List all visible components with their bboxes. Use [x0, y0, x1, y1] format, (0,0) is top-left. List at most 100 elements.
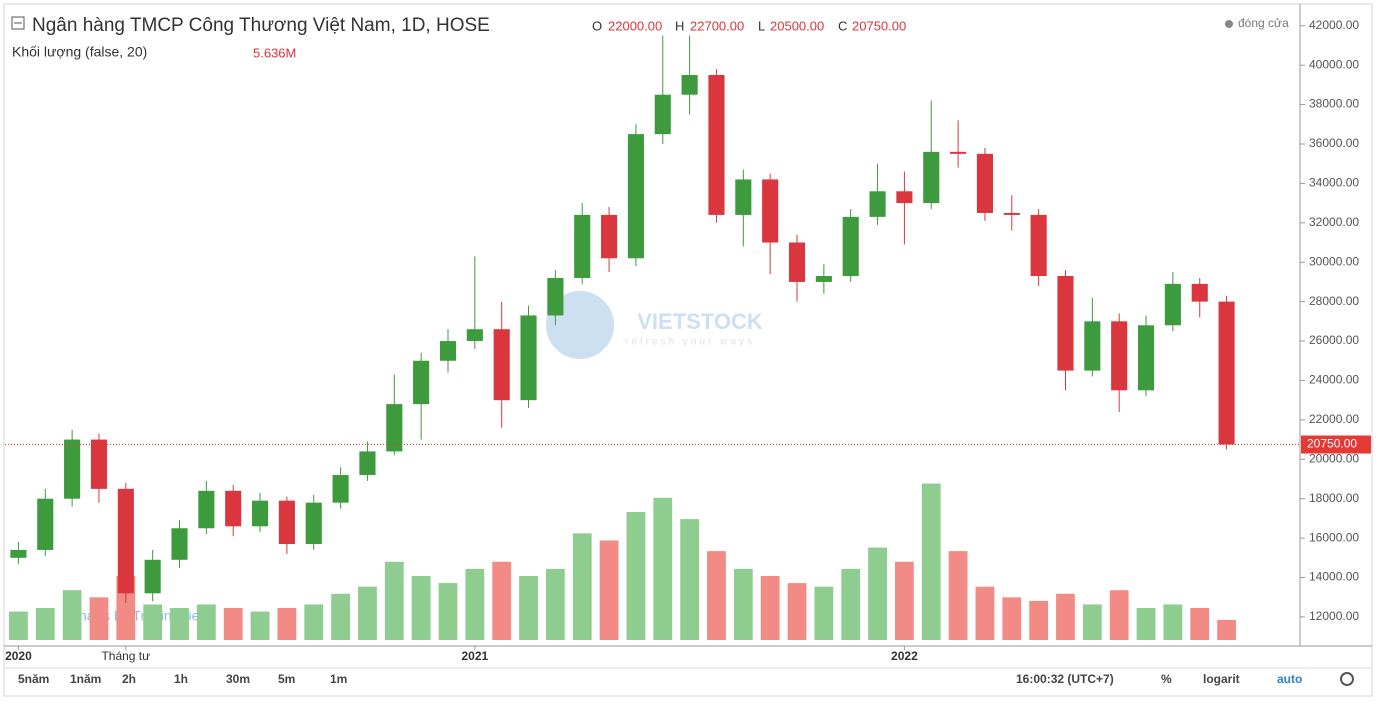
volume-bar — [1217, 619, 1236, 640]
x-tick-label: 2021 — [461, 649, 488, 663]
range-button[interactable]: 30m — [226, 672, 250, 686]
volume-bar — [331, 593, 350, 640]
candle-body — [950, 151, 967, 154]
volume-bar — [921, 483, 941, 640]
candle-body — [788, 242, 806, 282]
y-tick-label: 12000.00 — [1309, 609, 1359, 623]
settings-button[interactable] — [1340, 672, 1354, 686]
candle-body — [225, 490, 242, 527]
candle-body — [413, 360, 430, 405]
candle-body — [171, 528, 188, 560]
h-label: H — [675, 18, 684, 33]
volume-bar — [304, 604, 324, 640]
o-label: O — [592, 18, 602, 33]
legend: đóng cửa — [1238, 16, 1289, 30]
range-button[interactable]: 5m — [278, 672, 295, 686]
y-tick-label: 30000.00 — [1309, 254, 1359, 268]
x-tick-label: Tháng tư — [101, 649, 150, 663]
candle-body — [762, 179, 779, 243]
symbol-title: Ngân hàng TMCP Công Thương Việt Nam, 1D,… — [32, 15, 490, 36]
volume-bar — [1190, 608, 1210, 640]
candle-body — [1218, 301, 1235, 445]
volume-bar — [1056, 593, 1075, 640]
candle-body — [144, 559, 161, 594]
volume-title: Khối lượng (false, 20) — [12, 44, 147, 60]
candle-body — [654, 94, 671, 135]
volume-bar — [143, 604, 163, 640]
volume-bar — [465, 568, 485, 640]
volume-bar — [787, 583, 807, 640]
volume-bar — [411, 576, 431, 640]
y-tick-label: 16000.00 — [1309, 530, 1359, 544]
volume-bar — [975, 586, 995, 640]
volume-bar — [895, 561, 914, 640]
volume-bar — [492, 561, 512, 640]
candle-body — [1003, 212, 1020, 215]
y-tick-label: 36000.00 — [1309, 136, 1359, 150]
volume-bar — [1109, 590, 1129, 640]
volume-bar — [1002, 597, 1022, 640]
volume-bar — [680, 519, 700, 640]
volume-bar — [358, 586, 377, 640]
candle-body — [359, 451, 376, 476]
candle-body — [37, 498, 54, 550]
candle-body — [439, 341, 457, 361]
y-tick-label: 42000.00 — [1309, 18, 1359, 32]
candle-body — [815, 276, 832, 282]
candle-body — [842, 216, 859, 277]
volume-bar — [384, 561, 404, 640]
candle-body — [923, 151, 940, 204]
volume-bar — [250, 611, 270, 640]
toolbar-clock: 16:00:32 (UTC+7) — [1016, 672, 1114, 686]
volume-bar — [868, 547, 887, 640]
volume-bar — [1029, 600, 1049, 640]
y-tick-label: 22000.00 — [1309, 412, 1359, 426]
candle-body — [90, 439, 108, 489]
y-tick-label: 24000.00 — [1309, 373, 1359, 387]
candle-body — [278, 500, 295, 545]
candle-body — [1137, 325, 1155, 391]
volume-bar — [545, 568, 565, 640]
candle-body — [1164, 283, 1181, 326]
l-value: 20500.00 — [770, 18, 824, 33]
volume-bar — [223, 608, 243, 640]
l-label: L — [758, 18, 765, 33]
candle-body — [627, 134, 644, 259]
candle-body — [117, 488, 134, 594]
range-button[interactable]: 2h — [122, 672, 136, 686]
volume-bar — [626, 512, 646, 640]
collapse-button[interactable] — [11, 16, 25, 30]
watermark-sub: refresh your ways — [625, 337, 755, 348]
toolbar-log[interactable]: logarit — [1203, 672, 1240, 686]
volume-bar — [1163, 604, 1183, 640]
candle-body — [332, 475, 349, 503]
volume-bar — [653, 497, 673, 640]
volume-bar — [1082, 604, 1102, 640]
volume-bar — [572, 533, 592, 640]
volume-bar — [841, 568, 861, 640]
toolbar-percent[interactable]: % — [1161, 672, 1172, 686]
watermark-text: VIETSTOCK — [637, 309, 763, 334]
c-value: 20750.00 — [852, 18, 906, 33]
range-button[interactable]: 1h — [174, 672, 188, 686]
volume-bar — [733, 568, 753, 640]
c-label: C — [838, 18, 847, 33]
toolbar-auto[interactable]: auto — [1277, 672, 1302, 686]
candle-body — [1191, 283, 1208, 302]
range-button[interactable]: 1năm — [70, 672, 101, 686]
volume-bar — [35, 608, 55, 640]
volume-bar — [170, 608, 189, 640]
candle-body — [305, 502, 322, 545]
volume-bar — [277, 608, 297, 640]
volume-bar — [519, 576, 538, 640]
range-button[interactable]: 1m — [330, 672, 347, 686]
y-tick-label: 26000.00 — [1309, 333, 1359, 347]
volume-bar — [948, 551, 968, 640]
candle-body — [547, 277, 564, 316]
candle-body — [708, 75, 725, 215]
y-tick-label: 14000.00 — [1309, 570, 1359, 584]
candle-body — [1057, 276, 1074, 371]
range-button[interactable]: 5năm — [18, 672, 49, 686]
